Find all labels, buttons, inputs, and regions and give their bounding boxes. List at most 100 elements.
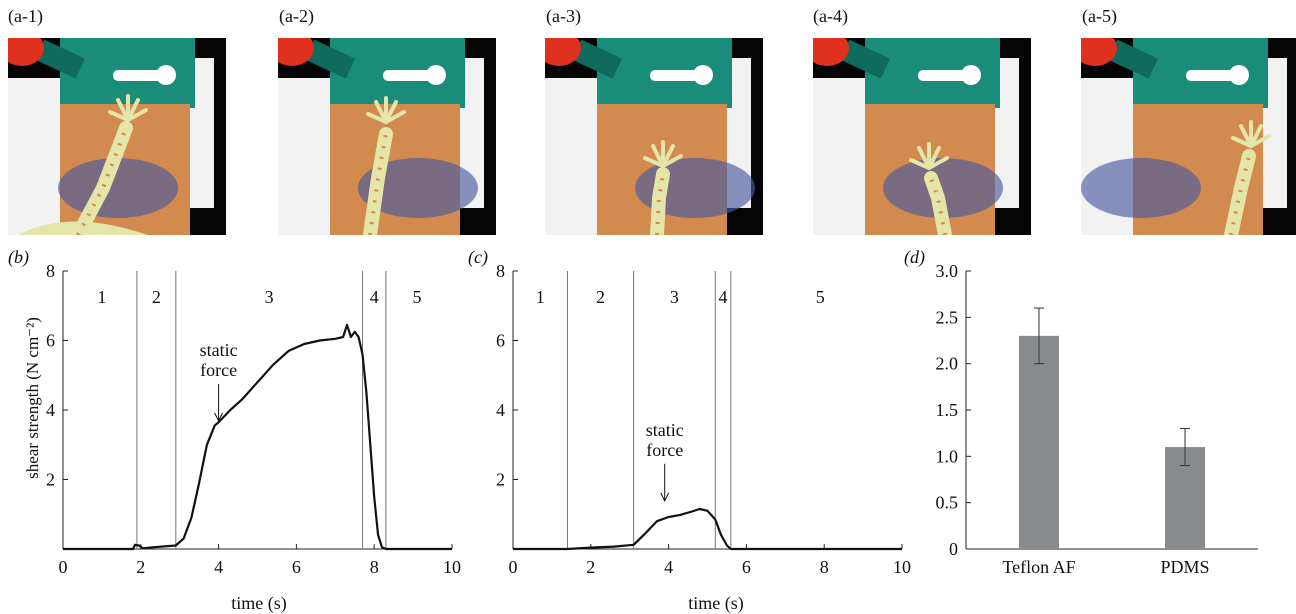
- data-line: [513, 507, 902, 551]
- y-tick-label: 2: [496, 470, 505, 490]
- photo-scene: [1081, 38, 1287, 235]
- white-bolt-head: [1229, 65, 1249, 85]
- gecko-toe: [1249, 124, 1263, 148]
- gecko-leg: [1224, 149, 1256, 235]
- y-tick-label: 1.0: [936, 446, 959, 466]
- gecko-toe: [1231, 136, 1253, 148]
- mount-arm: [571, 39, 623, 79]
- plot-d: 0 0.5 1.0 1.5 2.0 2.5 3.0 Teflon AF PDMS: [936, 261, 1258, 577]
- photo-scene: [8, 38, 214, 235]
- y-tick-label: 4: [496, 400, 505, 420]
- mount-arm: [34, 39, 86, 79]
- y-tick-label: 8: [46, 261, 55, 281]
- photo-label-3: (a-3): [546, 6, 581, 26]
- phase-label: 4: [370, 287, 379, 307]
- plate-shadow: [1081, 158, 1201, 218]
- data-line: [63, 323, 452, 551]
- x-tick-label: 4: [664, 557, 673, 577]
- chart-b: (b) shear strength (N cm⁻²) time (s) 2 4 6…: [8, 247, 461, 614]
- y-tick-label: 6: [46, 331, 55, 351]
- y-tick-label: 2.5: [936, 307, 959, 327]
- photo-scene: [545, 38, 755, 235]
- photo-scene: [813, 38, 1019, 235]
- annotation-text: force: [646, 440, 683, 460]
- red-part: [1081, 38, 1117, 66]
- gecko-spots: [655, 173, 665, 235]
- phase-label: 2: [152, 287, 161, 307]
- gecko-toe: [1249, 134, 1271, 148]
- x-tick-label: 2: [586, 557, 595, 577]
- photo-label-4: (a-4): [813, 6, 848, 26]
- y-tick-label: 4: [46, 400, 55, 420]
- x-tick-label: 10: [443, 557, 461, 577]
- y-tick-label: 0.5: [936, 493, 959, 513]
- phase-label: 1: [536, 287, 545, 307]
- photo-label-5: (a-5): [1082, 6, 1117, 26]
- x-tick-label: 8: [370, 557, 379, 577]
- annotation-text: force: [200, 360, 237, 380]
- y-tick-label: 6: [496, 331, 505, 351]
- gecko-leg: [71, 121, 133, 235]
- gecko-photo-4: [813, 38, 1031, 235]
- gecko-toe: [661, 154, 683, 168]
- photo-label-1: (a-1): [8, 6, 43, 26]
- x-tick-label: 0: [509, 557, 518, 577]
- phase-label: 3: [670, 287, 679, 307]
- y-tick-label: 3.0: [936, 261, 959, 281]
- phase-label: 5: [816, 287, 825, 307]
- phase-label: 2: [596, 287, 605, 307]
- y-tick-label: 2: [46, 470, 55, 490]
- white-block: [813, 78, 868, 235]
- plate-shadow: [883, 158, 1003, 218]
- gecko-spots: [929, 177, 947, 235]
- ylabel-b: shear strength (N cm⁻²): [23, 317, 42, 479]
- white-bolt-head: [693, 65, 713, 85]
- annotation-arrowhead: [214, 412, 224, 423]
- red-part: [8, 38, 44, 66]
- gecko-toe: [909, 158, 931, 170]
- white-bolt-head: [426, 65, 446, 85]
- gecko-toe: [108, 110, 130, 122]
- x-tick-label: 4: [214, 557, 223, 577]
- gecko-toe: [661, 144, 675, 168]
- y-tick-label: 8: [496, 261, 505, 281]
- mount-arm: [1107, 39, 1159, 79]
- y-tick-label: 0: [949, 539, 958, 559]
- category-label: PDMS: [1160, 557, 1209, 577]
- white-bolt-head: [156, 65, 176, 85]
- gecko-leg: [363, 127, 393, 235]
- x-tick-label: 8: [820, 557, 829, 577]
- gecko-toe: [126, 108, 148, 122]
- x-tick-label: 10: [893, 557, 911, 577]
- annotation-text: static: [646, 420, 684, 440]
- y-tick-label: 2.0: [936, 354, 959, 374]
- phase-label: 5: [412, 287, 421, 307]
- plate-shadow: [358, 158, 478, 218]
- mount-arm: [839, 39, 891, 79]
- gecko-toe: [384, 110, 406, 124]
- phase-label: 1: [97, 287, 106, 307]
- category-label: Teflon AF: [1002, 557, 1075, 577]
- gecko-toe: [384, 100, 398, 124]
- chart-d: (d) 0 0.5 1.0 1.5 2.0 2.5 3.0 Teflon AF PDMS: [904, 247, 1258, 577]
- gecko-toe: [927, 156, 949, 170]
- panel-label-b: (b): [8, 247, 29, 268]
- xlabel-c: time (s): [688, 593, 744, 614]
- gecko-photo-2: [278, 38, 496, 235]
- gecko-photo-1: [8, 38, 226, 235]
- gecko-toe: [927, 146, 941, 170]
- bar: [1019, 335, 1059, 549]
- phase-label: 3: [265, 287, 274, 307]
- annotation-text: static: [200, 340, 238, 360]
- y-tick-label: 1.5: [936, 400, 959, 420]
- white-block: [545, 78, 600, 235]
- mount-arm: [304, 39, 356, 79]
- white-block: [278, 78, 333, 235]
- panel-label-d: (d): [904, 247, 925, 268]
- phase-label: 4: [719, 287, 728, 307]
- x-tick-label: 2: [136, 557, 145, 577]
- xlabel-b: time (s): [231, 593, 287, 614]
- red-part: [813, 38, 849, 66]
